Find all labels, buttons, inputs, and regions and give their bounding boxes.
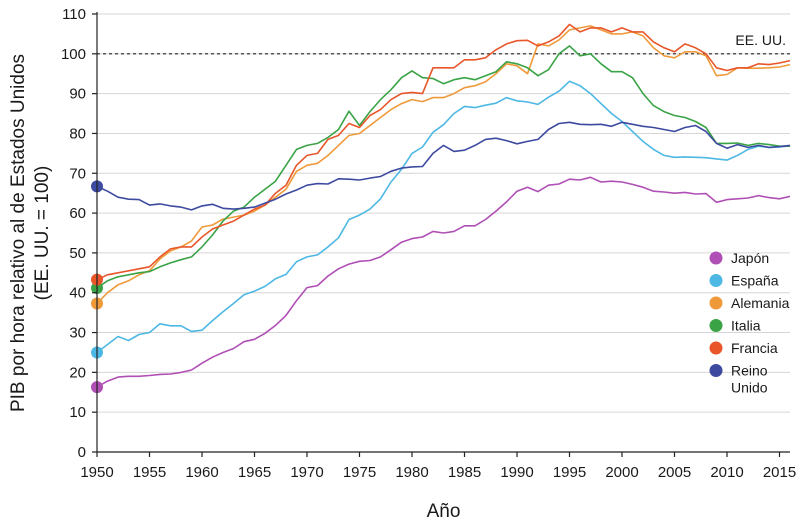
y-tick-label-10: 10 xyxy=(69,404,86,421)
y-tick-label-60: 60 xyxy=(69,205,86,222)
y-axis-title: PIB por hora relativo al de Estados Unid… xyxy=(8,54,53,412)
legend-marker-japon xyxy=(709,251,723,265)
legend-label-line: Reino xyxy=(731,363,768,379)
y-tick-label-30: 30 xyxy=(69,325,86,342)
x-tick-label-1955: 1955 xyxy=(133,464,166,481)
legend-marker-reino-unido xyxy=(709,364,723,377)
y-tick-label-100: 100 xyxy=(61,46,86,63)
legend-marker-francia xyxy=(709,341,723,355)
legend-label-alemania: Alemania xyxy=(731,295,790,311)
horizontal-gridlines xyxy=(97,13,790,413)
y-tick-label-0: 0 xyxy=(78,444,86,461)
y-axis-title-line-2: (EE. UU. = 100) xyxy=(32,166,53,301)
x-tick-label-1975: 1975 xyxy=(343,464,376,481)
legend-label-reino-unido: Reino Unido xyxy=(731,363,768,396)
y-axis-ticks: 0 10 20 30 40 50 60 70 80 90 100 110 xyxy=(61,6,97,461)
series-line-espana xyxy=(96,80,791,354)
legend: Japón España Alemania Italia Francia Reino Uni… xyxy=(709,250,790,396)
legend-label-italia: Italia xyxy=(731,318,761,334)
series-line-italia xyxy=(96,45,790,289)
series-lines xyxy=(96,23,791,388)
x-tick-label-1990: 1990 xyxy=(500,464,533,481)
axes xyxy=(96,12,790,453)
x-tick-label-2000: 2000 xyxy=(605,464,638,481)
x-tick-label-1980: 1980 xyxy=(395,464,428,481)
x-tick-label-1970: 1970 xyxy=(290,464,323,481)
y-tick-label-20: 20 xyxy=(69,364,86,381)
legend-marker-espana xyxy=(709,274,723,287)
series-line-reino-unido xyxy=(96,121,791,211)
legend-label-japon: Japón xyxy=(731,250,769,266)
x-tick-label-1995: 1995 xyxy=(553,464,586,481)
legend-label-line: Unido xyxy=(731,380,768,396)
x-tick-label-1985: 1985 xyxy=(448,464,481,481)
y-tick-label-80: 80 xyxy=(69,125,86,142)
us-reference-label: EE. UU. xyxy=(735,32,786,48)
legend-marker-italia xyxy=(709,319,723,332)
us-reference: EE. UU. xyxy=(97,32,790,55)
legend-label-espana: España xyxy=(731,273,779,289)
x-tick-label-1965: 1965 xyxy=(238,464,271,481)
x-tick-label-2005: 2005 xyxy=(658,464,691,481)
y-tick-label-50: 50 xyxy=(69,245,86,262)
y-tick-label-90: 90 xyxy=(69,86,86,103)
legend-label-francia: Francia xyxy=(731,340,778,356)
x-tick-label-1950: 1950 xyxy=(80,464,113,481)
x-tick-label-1960: 1960 xyxy=(185,464,218,481)
x-tick-label-2015: 2015 xyxy=(763,464,796,481)
y-tick-label-70: 70 xyxy=(69,165,86,182)
x-axis-title: Año xyxy=(427,501,461,522)
series-line-francia xyxy=(96,23,791,281)
y-axis-title-line-1: PIB por hora relativo al de Estados Unid… xyxy=(8,54,29,412)
series-line-japon xyxy=(96,176,791,388)
x-tick-label-2010: 2010 xyxy=(710,464,743,481)
x-axis-ticks: 1950 1955 1960 1965 1970 1975 1980 1985 1990 1995… xyxy=(80,452,796,481)
series-line-alemania xyxy=(96,25,791,305)
legend-marker-alemania xyxy=(709,296,723,310)
y-tick-label-110: 110 xyxy=(62,6,86,23)
y-tick-label-40: 40 xyxy=(69,285,86,302)
